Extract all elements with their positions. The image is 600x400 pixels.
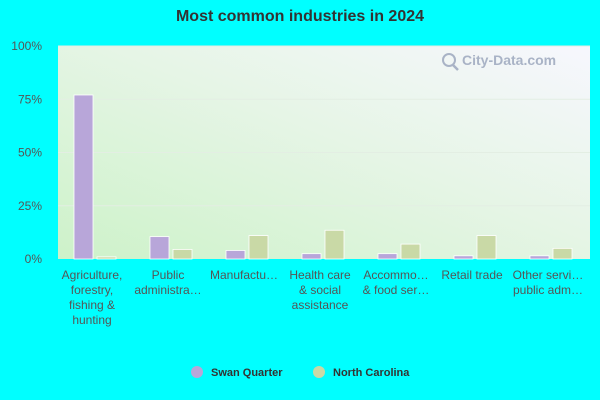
x-category-label-line: & food ser… [363, 283, 430, 297]
bar-north-carolina[interactable] [400, 243, 421, 260]
legend-label: North Carolina [333, 367, 410, 379]
bar-swan-quarter[interactable] [225, 250, 246, 260]
x-category-label: Accommo… & food ser… [363, 268, 430, 297]
legend-swatch [191, 366, 203, 378]
x-category-label-line: Accommo… [363, 268, 428, 282]
y-tick-label: 50% [18, 146, 42, 160]
watermark: City-Data.com [442, 52, 556, 71]
bar-north-carolina[interactable] [552, 247, 573, 260]
x-category-label: Agriculture, forestry, fishing & hunting [62, 268, 123, 327]
bar-swan-quarter[interactable] [529, 255, 550, 260]
y-tick-label: 100% [11, 39, 42, 53]
x-category-label: Retail trade [441, 268, 503, 282]
bar-north-carolina[interactable] [96, 256, 117, 260]
bar-swan-quarter[interactable] [301, 253, 322, 260]
watermark-magnifier-icon [442, 53, 456, 67]
y-tick-label: 25% [18, 199, 42, 213]
bar-north-carolina[interactable] [172, 249, 193, 260]
x-category-label: Manufactu… [210, 268, 278, 282]
watermark-magnifier-handle [452, 64, 459, 71]
x-category-label-line: assistance [292, 298, 349, 312]
y-tick-label: 75% [18, 92, 42, 106]
x-category-label-line: Retail trade [441, 268, 503, 282]
x-category-label-line: fishing & [69, 298, 115, 312]
x-category-label-line: hunting [72, 313, 111, 327]
x-category-label-line: forestry, [71, 283, 113, 297]
bar-north-carolina[interactable] [324, 229, 345, 260]
legend-swatch [313, 366, 325, 378]
x-category-label-line: public adm… [513, 283, 583, 297]
y-tick-label: 0% [25, 252, 43, 266]
x-category-label-line: Manufactu… [210, 268, 278, 282]
bar-swan-quarter[interactable] [453, 255, 474, 260]
bar-north-carolina[interactable] [248, 235, 269, 260]
x-category-label-line: Other servi… [513, 268, 584, 282]
x-category-label: Health care & social assistance [289, 268, 351, 312]
x-category-label-line: Agriculture, [62, 268, 123, 282]
legend-label: Swan Quarter [211, 367, 283, 379]
bar-swan-quarter[interactable] [377, 253, 398, 260]
x-category-label-line: Health care [289, 268, 351, 282]
x-category-label-line: Public [152, 268, 185, 282]
bar-north-carolina[interactable] [476, 235, 497, 260]
x-category-label-line: & social [299, 283, 341, 297]
bar-swan-quarter[interactable] [73, 94, 94, 260]
watermark-text: City-Data.com [462, 52, 556, 68]
bar-swan-quarter[interactable] [149, 236, 170, 260]
chart-title: Most common industries in 2024 [175, 8, 425, 25]
x-category-label-line: administra… [134, 283, 201, 297]
x-category-label: Public administra… [134, 268, 201, 297]
x-category-label: Other servi… public adm… [513, 268, 584, 297]
